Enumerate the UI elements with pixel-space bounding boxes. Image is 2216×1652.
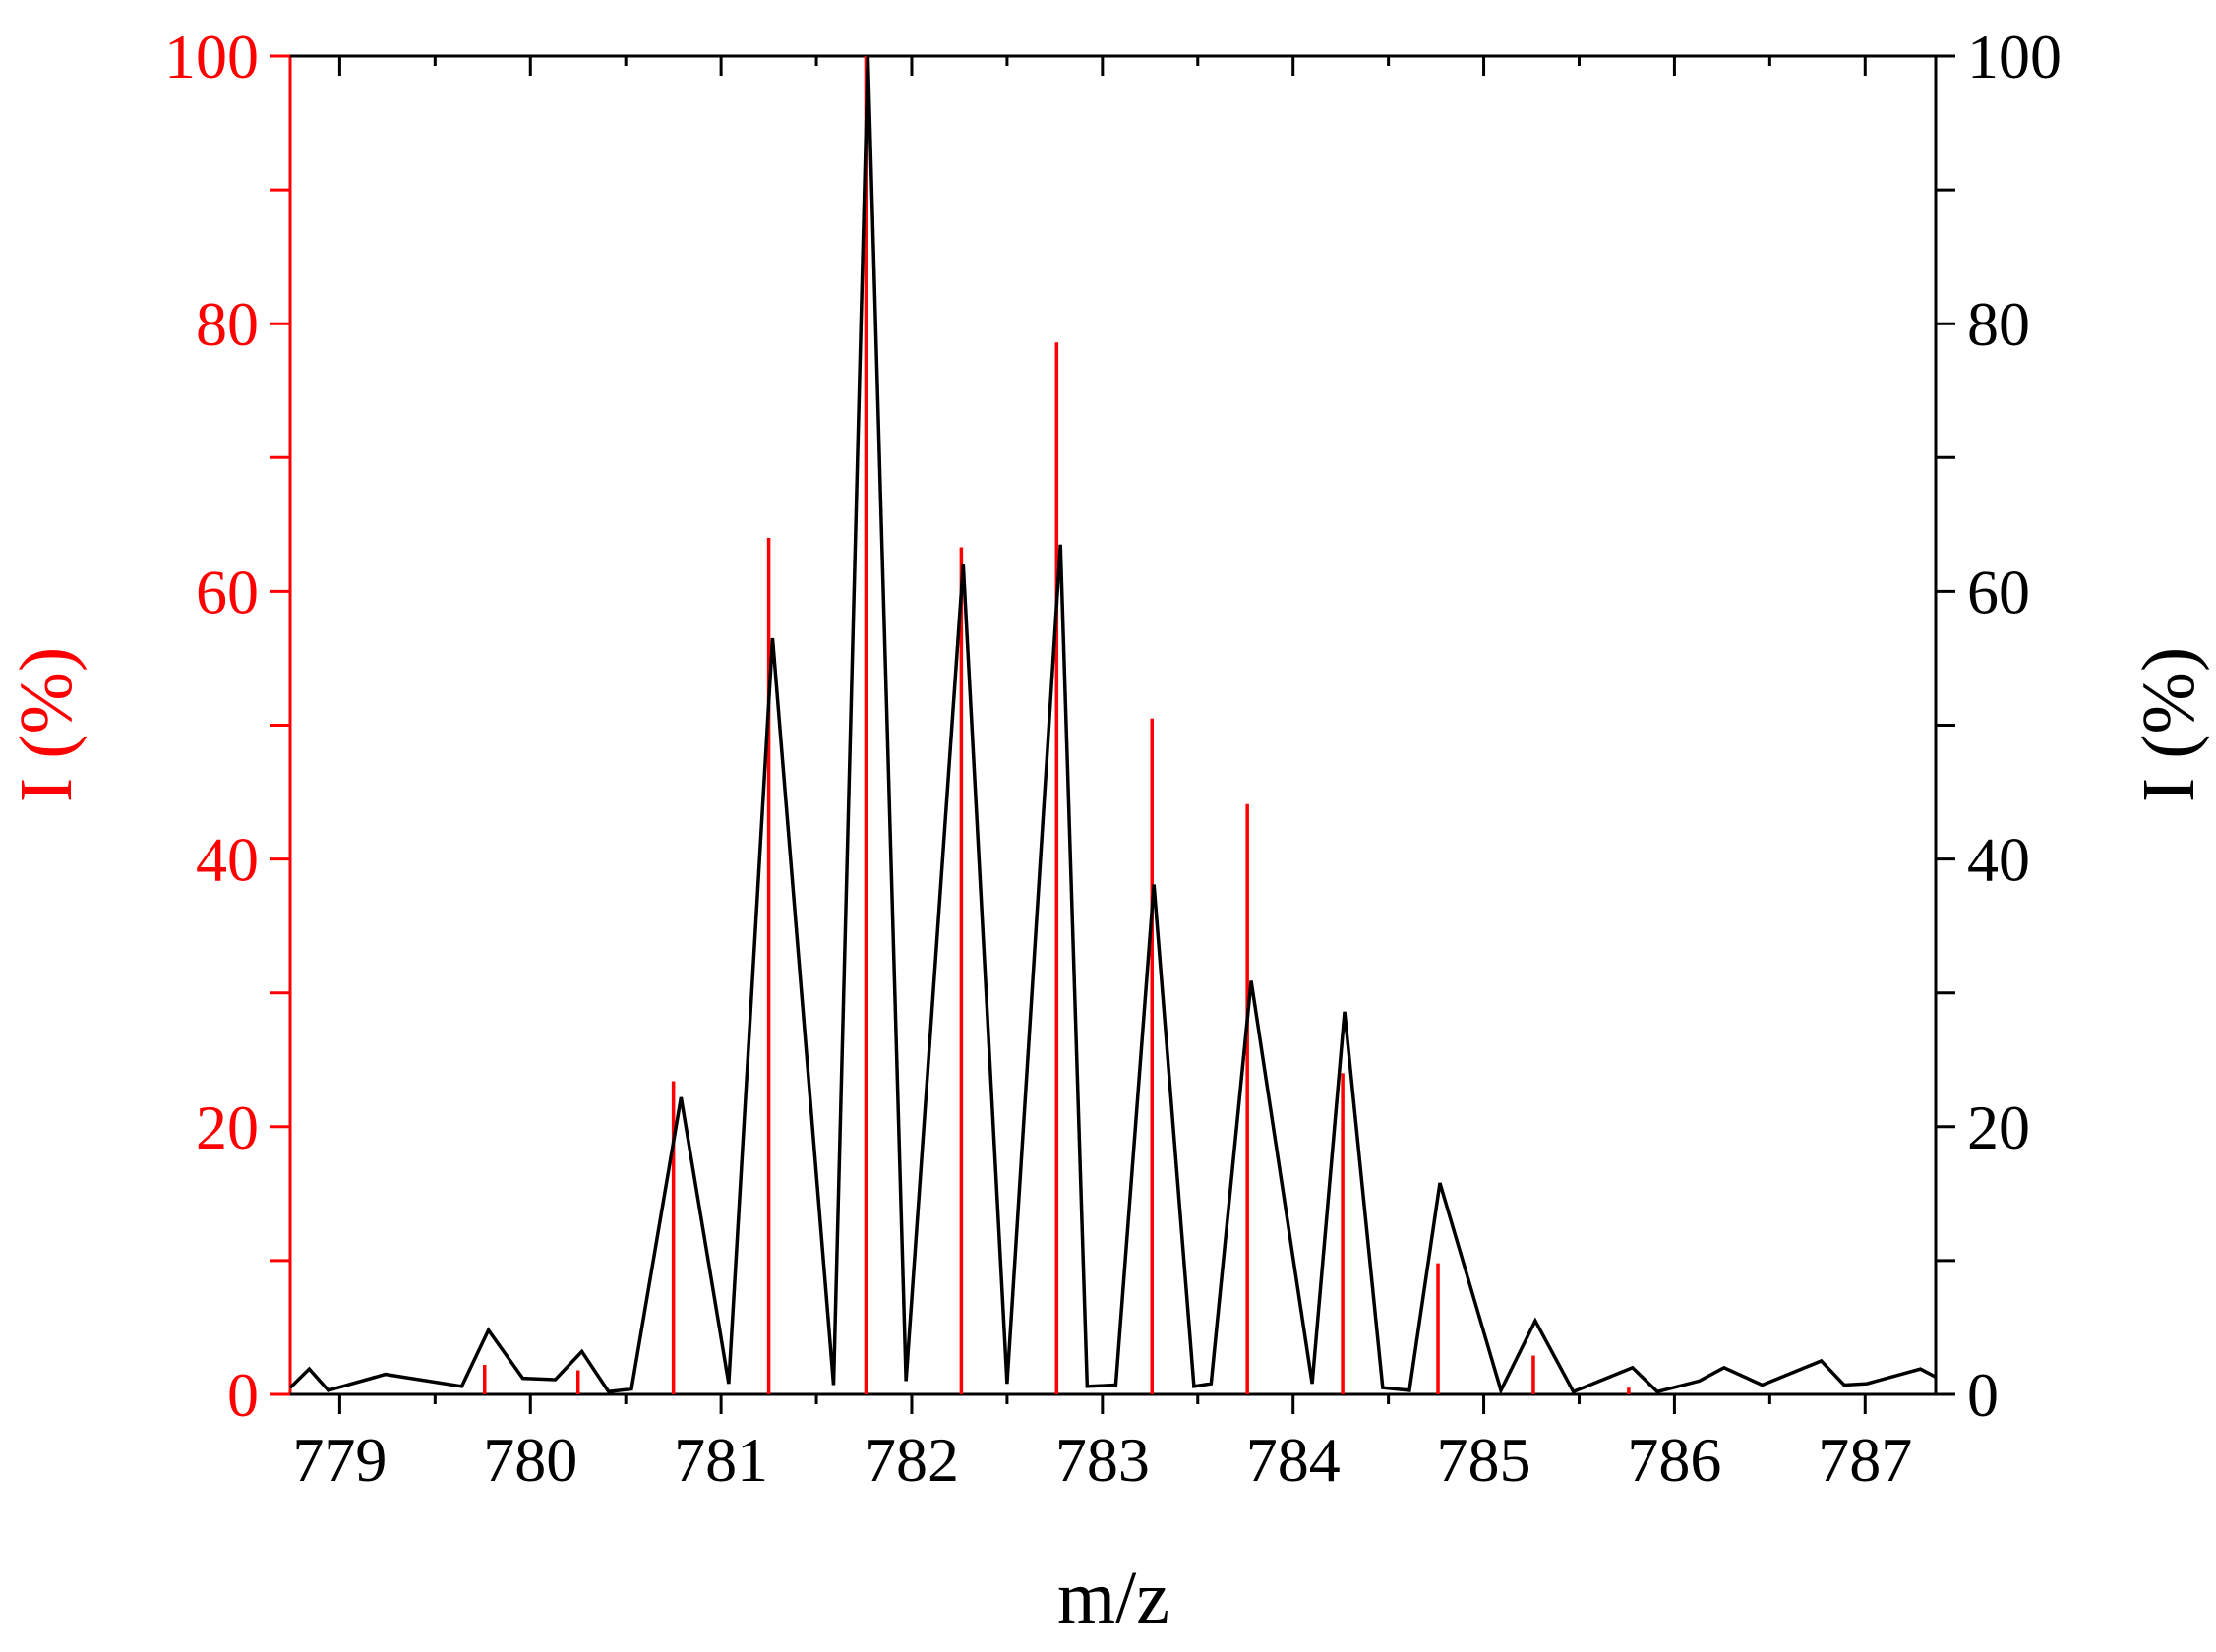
- y2-axis-title: I (%): [2127, 647, 2210, 802]
- x-tick-label: 779: [292, 1425, 387, 1495]
- y2-tick-label: 0: [1967, 1360, 1999, 1430]
- y2-tick-label: 20: [1967, 1092, 2030, 1162]
- y-tick-label: 40: [196, 825, 259, 895]
- y-tick-label: 20: [196, 1092, 259, 1162]
- x-tick-label: 781: [674, 1425, 768, 1495]
- line: [288, 55, 1937, 1395]
- y-tick-label: 0: [227, 1360, 259, 1430]
- y-tick-label: 80: [196, 289, 259, 359]
- x-axis-title: m/z: [1057, 1557, 1169, 1639]
- y-axis-title: I (%): [5, 647, 88, 802]
- x-tick-label: 784: [1246, 1425, 1341, 1495]
- y-tick-label: 60: [196, 557, 259, 626]
- y2-tick-label: 100: [1967, 22, 2062, 91]
- x-tick-label: 783: [1055, 1425, 1150, 1495]
- x-tick-label: 782: [865, 1425, 959, 1495]
- y2-tick-label: 40: [1967, 825, 2030, 895]
- y2-tick-label: 60: [1967, 557, 2030, 626]
- x-tick-label: 785: [1437, 1425, 1531, 1495]
- x-tick-label: 787: [1818, 1425, 1912, 1495]
- y-tick-label: 100: [164, 22, 259, 91]
- x-tick-label: 786: [1627, 1425, 1721, 1495]
- x-tick-label: 780: [483, 1425, 577, 1495]
- y2-tick-label: 80: [1967, 289, 2030, 359]
